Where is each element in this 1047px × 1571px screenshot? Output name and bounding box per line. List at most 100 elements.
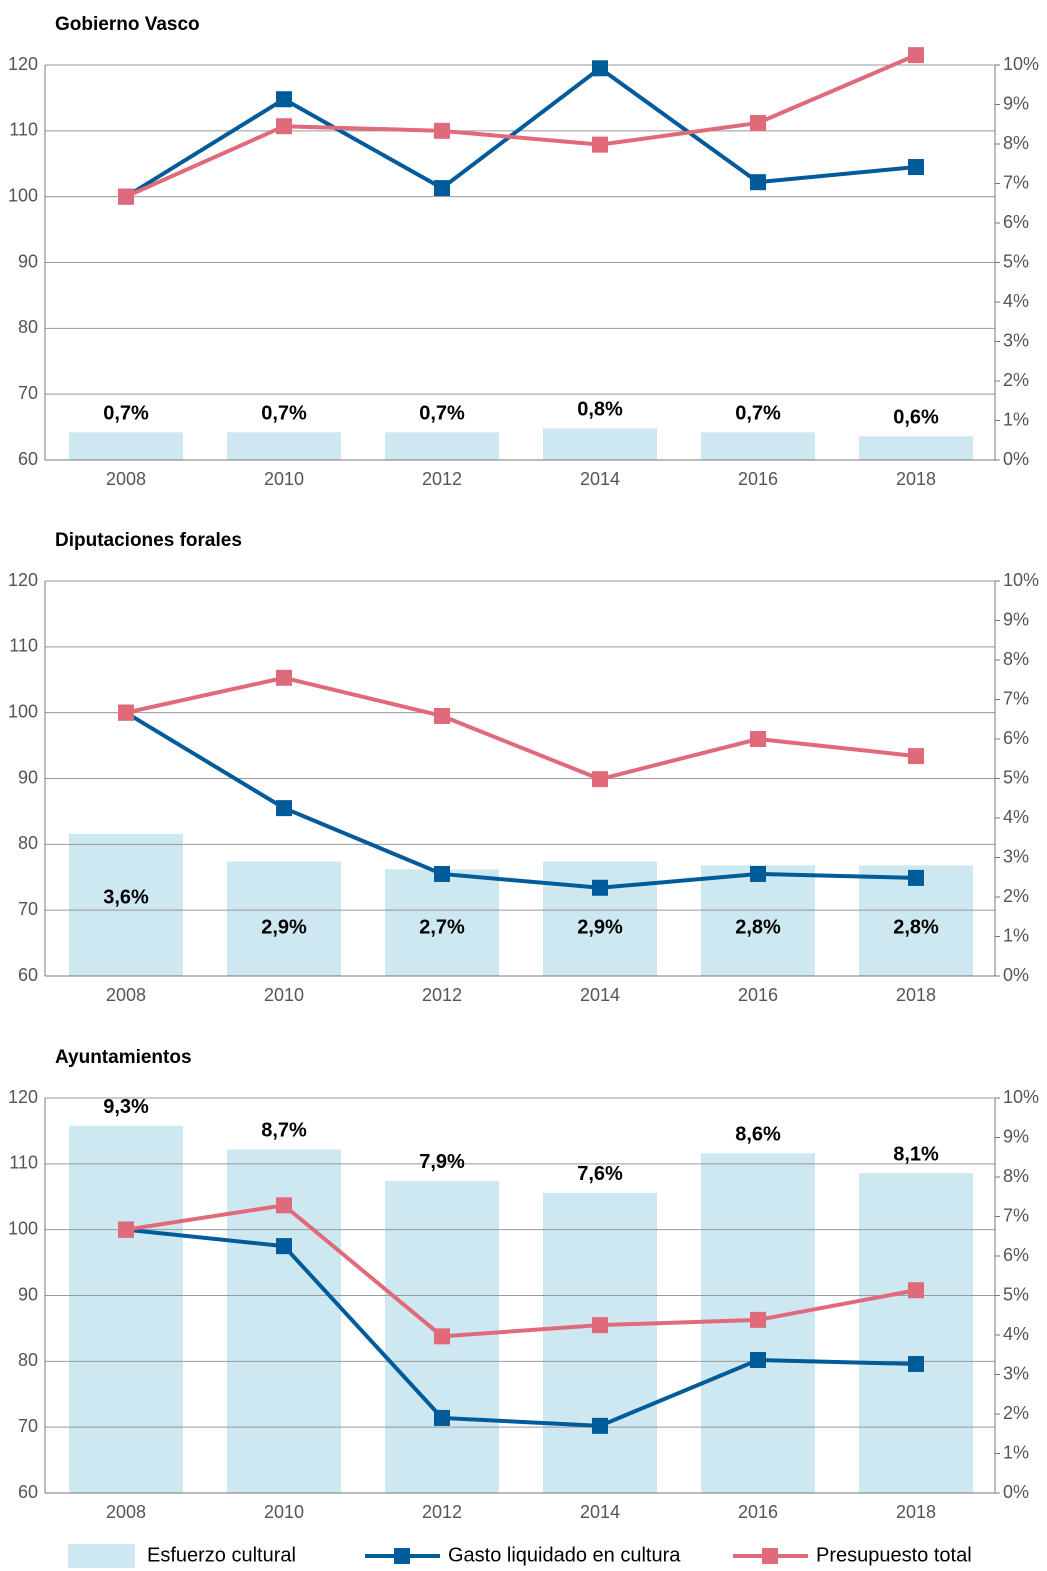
marker (592, 1317, 608, 1334)
marker (118, 1221, 134, 1238)
y2-tick-label: 4% (1003, 1324, 1029, 1344)
y2-tick-label: 10% (1003, 1087, 1039, 1107)
chart-title: Gobierno Vasco (55, 14, 200, 35)
marker (434, 180, 450, 197)
marker (750, 174, 766, 191)
x-tick-label: 2016 (738, 469, 778, 489)
x-tick-label: 2014 (580, 469, 620, 489)
x-tick-label: 2018 (896, 469, 936, 489)
value-label: 8,7% (261, 1120, 307, 1142)
chart-title: Diputaciones forales (55, 530, 242, 551)
y2-tick-label: 0% (1003, 1482, 1029, 1502)
bar (543, 428, 657, 460)
value-label: 0,6% (893, 407, 939, 429)
bar (859, 1173, 973, 1493)
bar (69, 432, 183, 460)
marker (434, 122, 450, 139)
y2-tick-label: 6% (1003, 728, 1029, 748)
marker (434, 1409, 450, 1426)
y2-tick-label: 7% (1003, 1205, 1029, 1225)
x-tick-label: 2008 (106, 1502, 146, 1522)
legend-label: Esfuerzo cultural (147, 1544, 296, 1566)
x-tick-label: 2010 (264, 1502, 304, 1522)
marker (750, 1352, 766, 1369)
marker (276, 1197, 292, 1214)
value-label: 7,9% (419, 1151, 465, 1173)
marker (276, 118, 292, 135)
y-tick-label: 60 (18, 449, 38, 469)
marker (592, 771, 608, 788)
marker (434, 707, 450, 724)
value-label: 9,3% (103, 1096, 149, 1118)
marker (750, 1311, 766, 1328)
value-label: 8,6% (735, 1124, 781, 1146)
y-tick-label: 90 (18, 767, 38, 787)
y-tick-label: 70 (18, 899, 38, 919)
value-label: 2,9% (577, 916, 623, 938)
y2-tick-label: 4% (1003, 807, 1029, 827)
x-tick-label: 2018 (896, 985, 936, 1005)
x-tick-label: 2008 (106, 985, 146, 1005)
marker (434, 865, 450, 882)
y-tick-label: 110 (9, 1153, 38, 1173)
value-label: 7,6% (577, 1163, 623, 1185)
bar (69, 833, 183, 976)
line (124, 710, 917, 890)
legend-label: Gasto liquidado en cultura (448, 1544, 681, 1566)
y-tick-label: 90 (18, 251, 38, 271)
y-tick-label: 60 (18, 1482, 38, 1502)
bar (69, 1125, 183, 1493)
x-tick-label: 2010 (264, 469, 304, 489)
y-tick-label: 120 (8, 570, 38, 590)
value-label: 8,1% (893, 1143, 939, 1165)
marker (908, 748, 924, 765)
value-label: 0,7% (419, 403, 465, 425)
legend-label: Presupuesto total (816, 1544, 972, 1566)
marker (908, 1355, 924, 1372)
x-tick-label: 2014 (580, 1502, 620, 1522)
y-tick-label: 120 (8, 1087, 38, 1107)
value-label: 0,7% (103, 403, 149, 425)
chart-title: Ayuntamientos (55, 1047, 192, 1068)
marker (276, 800, 292, 817)
bar (701, 432, 815, 460)
bar (701, 865, 815, 976)
bar (385, 869, 499, 976)
value-label: 2,7% (419, 916, 465, 938)
legend-swatch (68, 1544, 135, 1568)
marker (750, 114, 766, 131)
marker (276, 669, 292, 686)
y-tick-label: 90 (18, 1284, 38, 1304)
marker (434, 1328, 450, 1345)
value-label: 0,8% (577, 399, 623, 421)
marker (908, 1282, 924, 1299)
y2-tick-label: 5% (1003, 767, 1029, 787)
x-tick-label: 2012 (422, 1502, 462, 1522)
y2-tick-label: 2% (1003, 370, 1029, 390)
x-tick-label: 2010 (264, 985, 304, 1005)
marker (592, 879, 608, 896)
y2-tick-label: 5% (1003, 251, 1029, 271)
legend-marker (762, 1548, 778, 1564)
marker (592, 1417, 608, 1434)
y2-tick-label: 3% (1003, 1363, 1029, 1383)
y2-tick-label: 1% (1003, 925, 1029, 945)
y2-tick-label: 3% (1003, 330, 1029, 350)
x-tick-label: 2018 (896, 1502, 936, 1522)
marker (908, 869, 924, 886)
y-tick-label: 100 (8, 185, 38, 205)
y2-tick-label: 9% (1003, 609, 1029, 629)
marker (592, 136, 608, 153)
line (125, 1227, 917, 1428)
x-tick-label: 2014 (580, 985, 620, 1005)
y2-tick-label: 9% (1003, 93, 1029, 113)
marker (592, 60, 608, 77)
y2-tick-label: 0% (1003, 965, 1029, 985)
y2-tick-label: 4% (1003, 291, 1029, 311)
value-label: 0,7% (735, 403, 781, 425)
x-tick-label: 2016 (738, 1502, 778, 1522)
bar (859, 436, 973, 460)
y-tick-label: 70 (18, 1416, 38, 1436)
line (124, 65, 917, 199)
